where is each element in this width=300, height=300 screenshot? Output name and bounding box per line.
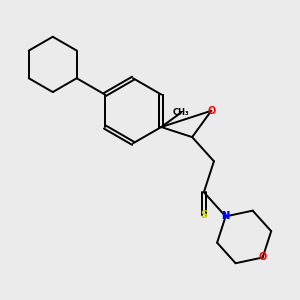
Text: N: N (222, 212, 230, 221)
Text: O: O (207, 106, 215, 116)
Text: CH₃: CH₃ (172, 108, 189, 117)
Text: N: N (222, 212, 230, 221)
Text: S: S (200, 210, 207, 220)
Text: O: O (259, 253, 267, 262)
